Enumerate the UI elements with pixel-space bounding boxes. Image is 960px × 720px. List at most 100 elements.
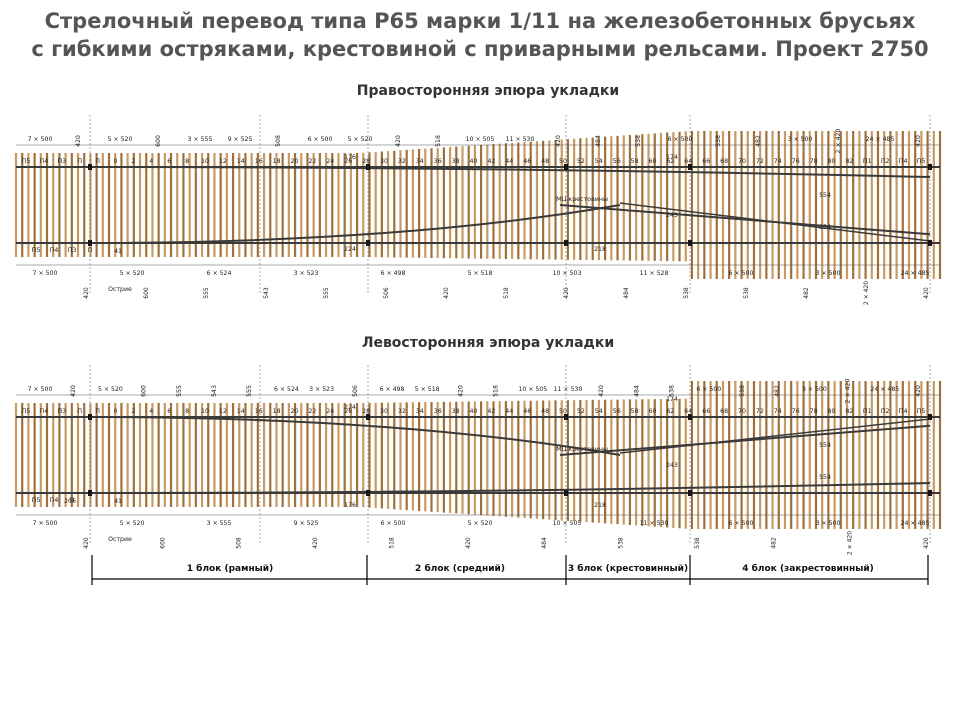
dim-label-top: 420 bbox=[75, 135, 82, 147]
dim-243: 243 bbox=[666, 462, 678, 469]
dim-218: 218 bbox=[594, 502, 606, 509]
page-title-line-1: Стрелочный перевод типа Р65 марки 1/11 н… bbox=[44, 9, 916, 33]
dim-554: 554 bbox=[819, 192, 831, 199]
dim-label-top: 538 bbox=[635, 135, 642, 147]
sleeper-number: 10 bbox=[201, 408, 209, 415]
sleeper-number: П4 bbox=[50, 497, 59, 504]
sleeper-number: 18 bbox=[273, 408, 281, 415]
sleeper-number: 46 bbox=[523, 408, 531, 415]
dim-label-vertical: 518 bbox=[503, 287, 510, 299]
sleeper-number: П1 bbox=[863, 408, 872, 415]
dim-label-top: 518 bbox=[493, 385, 500, 397]
dim-label-bottom: 3 × 500 bbox=[816, 520, 841, 527]
dim-label-top: 543 bbox=[211, 385, 218, 397]
sleeper-number: 8 bbox=[185, 408, 189, 415]
sleeper-number: 50 bbox=[559, 158, 567, 165]
sleeper-number: П5 bbox=[32, 247, 41, 254]
sleeper-number: П3 bbox=[57, 158, 66, 165]
sleeper-number: 6 bbox=[167, 158, 171, 165]
rail-diverging-outer bbox=[89, 482, 931, 494]
sleeper-number: П5 bbox=[22, 408, 31, 415]
sleeper-number: 30 bbox=[380, 408, 388, 415]
dim-label-top: 482 bbox=[774, 385, 781, 397]
point-label: Острие bbox=[108, 286, 132, 293]
sleeper-number: 42 bbox=[487, 408, 495, 415]
sleeper-number: П bbox=[77, 158, 82, 165]
dim-label-vertical: 482 bbox=[770, 537, 777, 549]
sleeper-number: 32 bbox=[398, 158, 406, 165]
dim-label-vertical: 420 bbox=[443, 287, 450, 299]
dim-label-bottom: 11 × 528 bbox=[640, 270, 669, 277]
dim-label-top: 420 bbox=[555, 135, 562, 147]
sleeper-number: 6 bbox=[167, 408, 171, 415]
dim-554: 554 bbox=[819, 442, 831, 449]
sleeper-number: П5 bbox=[917, 408, 926, 415]
sleeper-number: 14 bbox=[237, 158, 245, 165]
sleeper-number: 36 bbox=[434, 408, 442, 415]
right-hand-layout-diagram: 7 × 500 420 5 × 520 600 3 × 555 9 × 525 508 6 ×… bbox=[14, 115, 942, 305]
dim-176: 176 bbox=[344, 502, 356, 509]
dim-label-vertical: 538 bbox=[694, 537, 701, 549]
dim-label-vertical: 420 bbox=[563, 287, 570, 299]
dim-label-top: 3 × 523 bbox=[309, 386, 334, 393]
dim-label-bottom: 3 × 523 bbox=[294, 270, 319, 277]
sleeper-number: 64 bbox=[684, 158, 692, 165]
sleeper-number: 64 bbox=[684, 408, 692, 415]
dim-label-top: 6 × 500 bbox=[308, 136, 333, 143]
dim-label-top: 518 bbox=[435, 135, 442, 147]
dim-label-top: 3 × 555 bbox=[188, 136, 213, 143]
dim-554: 554 bbox=[819, 224, 831, 231]
dim-label-bottom: 11 × 530 bbox=[640, 520, 669, 527]
dim-label-top: 555 bbox=[246, 385, 253, 397]
dim-label-vertical: 538 bbox=[618, 537, 625, 549]
sleeper-number: 58 bbox=[631, 158, 639, 165]
dim-label-top: 482 bbox=[755, 135, 762, 147]
dim-224: 224 bbox=[344, 404, 356, 411]
dim-176: 176 bbox=[344, 154, 356, 161]
sleeper-number: 20 bbox=[290, 408, 298, 415]
sleeper-number: П bbox=[70, 497, 75, 504]
sleeper-number: 74 bbox=[774, 408, 782, 415]
left-diagram-title: Левосторонняя эпюра укладки bbox=[361, 335, 615, 351]
sleeper-number: 54 bbox=[595, 408, 603, 415]
dim-label-top: 508 bbox=[275, 135, 282, 147]
page-title-line-2: с гибкими остряками, крестовиной с прива… bbox=[31, 37, 929, 61]
dim-label-top: 555 bbox=[176, 385, 183, 397]
sleeper-number: 20 bbox=[290, 158, 298, 165]
sleeper-number: 44 bbox=[505, 158, 513, 165]
sleeper-number: 70 bbox=[738, 158, 746, 165]
sleeper-number: 76 bbox=[792, 158, 800, 165]
sleeper-number: 48 bbox=[541, 158, 549, 165]
sleeper-number: 82 bbox=[845, 158, 853, 165]
sleeper-number: 78 bbox=[810, 408, 818, 415]
dim-label-bottom: 3 × 500 bbox=[816, 270, 841, 277]
sleeper-number: 2 bbox=[131, 158, 135, 165]
dim-218: 218 bbox=[594, 246, 606, 253]
dim-label-bottom: 5 × 520 bbox=[120, 270, 145, 277]
sleeper-number: 24 bbox=[326, 158, 334, 165]
sleeper-number: П bbox=[95, 408, 100, 415]
dim-label-vertical: 420 bbox=[312, 537, 319, 549]
sleeper-number: 16 bbox=[255, 408, 263, 415]
sleeper-number: П3 bbox=[68, 247, 77, 254]
sleeper-number: 26 bbox=[344, 158, 352, 165]
dim-label-top: 600 bbox=[155, 135, 162, 147]
frog-center-label: МЦ крестовины bbox=[556, 196, 608, 203]
dim-label-top: 5 × 518 bbox=[415, 386, 440, 393]
sleeper-number: 4 bbox=[149, 408, 153, 415]
sleeper-number: 38 bbox=[452, 408, 460, 415]
dim-label-bottom: 10 × 505 bbox=[553, 520, 582, 527]
dim-label-top: 5 × 520 bbox=[98, 386, 123, 393]
dim-label-top: 3 × 500 bbox=[788, 136, 813, 143]
sleeper-number: 62 bbox=[666, 158, 674, 165]
sleeper-number: 0 bbox=[113, 408, 117, 415]
sleeper-number: 68 bbox=[720, 408, 728, 415]
dim-label-vertical: 506 bbox=[383, 287, 390, 299]
block-4-label: 4 блок (закрестовинный) bbox=[742, 564, 874, 574]
sleeper-number: 22 bbox=[308, 408, 316, 415]
dim-label-bottom: 7 × 500 bbox=[33, 520, 58, 527]
sleeper-number: 54 bbox=[595, 158, 603, 165]
sleeper-number: 10 bbox=[201, 158, 209, 165]
sleeper-number: П1 bbox=[863, 158, 872, 165]
rail-check bbox=[619, 418, 931, 454]
